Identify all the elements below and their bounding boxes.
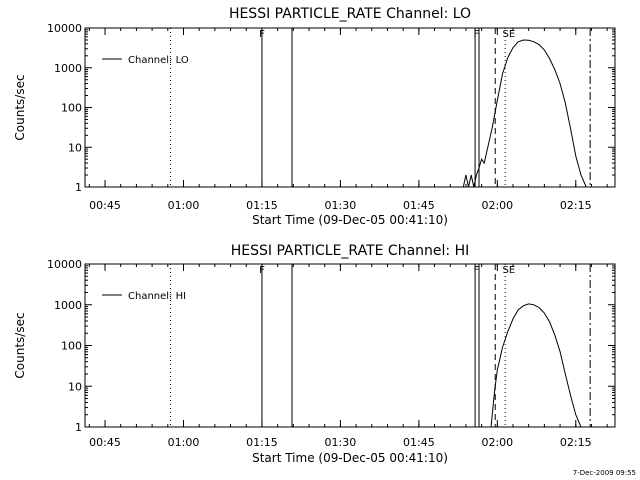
x-tick-label: 02:15 <box>560 199 592 212</box>
x-tick-label: 01:45 <box>403 436 435 449</box>
y-tick-label: 10 <box>68 380 82 393</box>
x-tick-label: 02:00 <box>481 199 513 212</box>
x-axis-label: Start Time (09-Dec-05 00:41:10) <box>252 451 448 465</box>
chart-panel-2: HESSI PARTICLE_RATE Channel: HI 00:45 01:0… <box>13 243 616 465</box>
x-axis-label: Start Time (09-Dec-05 00:41:10) <box>252 213 448 227</box>
y-tick-label: 1 <box>75 421 82 434</box>
series-line <box>490 303 582 428</box>
annotation-se: SE <box>502 265 515 276</box>
x-tick-label: 00:45 <box>89 436 121 449</box>
timestamp: 7-Dec-2009 09:55 <box>573 469 636 477</box>
annotation-f: F <box>474 265 480 276</box>
chart-panel-1: HESSI PARTICLE_RATE Channel: LO 00:45 01:0… <box>13 6 616 227</box>
x-tick-label: 01:45 <box>403 199 435 212</box>
x-tick-label: 01:00 <box>168 199 200 212</box>
x-tick-label: 02:15 <box>560 436 592 449</box>
x-tick-label: 01:15 <box>246 199 278 212</box>
annotation-f: F <box>259 265 265 276</box>
plot-frame <box>84 27 616 188</box>
x-tick-label: 01:15 <box>246 436 278 449</box>
annotation-se: SE <box>502 29 515 40</box>
chart-title: HESSI PARTICLE_RATE Channel: HI <box>231 243 469 259</box>
legend-label: Channel: LO <box>128 55 189 66</box>
y-tick-label: 10000 <box>47 258 82 271</box>
plot-frame <box>84 263 616 428</box>
x-tick-label: 00:45 <box>89 199 121 212</box>
y-tick-label: 100 <box>61 340 82 353</box>
y-tick-label: 10000 <box>47 22 82 35</box>
chart-title: HESSI PARTICLE_RATE Channel: LO <box>229 6 471 22</box>
y-axis-label: Counts/sec <box>13 312 27 378</box>
y-tick-label: 1 <box>75 181 82 194</box>
annotation-f: F <box>474 29 480 40</box>
annotation-f: F <box>259 29 265 40</box>
y-tick-label: 1000 <box>54 62 82 75</box>
x-tick-label: 01:00 <box>168 436 200 449</box>
y-tick-label: 1000 <box>54 299 82 312</box>
series-line <box>462 39 587 188</box>
x-tick-label: 02:00 <box>481 436 513 449</box>
y-tick-label: 100 <box>61 102 82 115</box>
y-tick-label: 10 <box>68 141 82 154</box>
legend-label: Channel: HI <box>128 291 186 302</box>
x-tick-label: 01:30 <box>325 199 357 212</box>
y-axis-label: Counts/sec <box>13 74 27 140</box>
x-tick-label: 01:30 <box>325 436 357 449</box>
